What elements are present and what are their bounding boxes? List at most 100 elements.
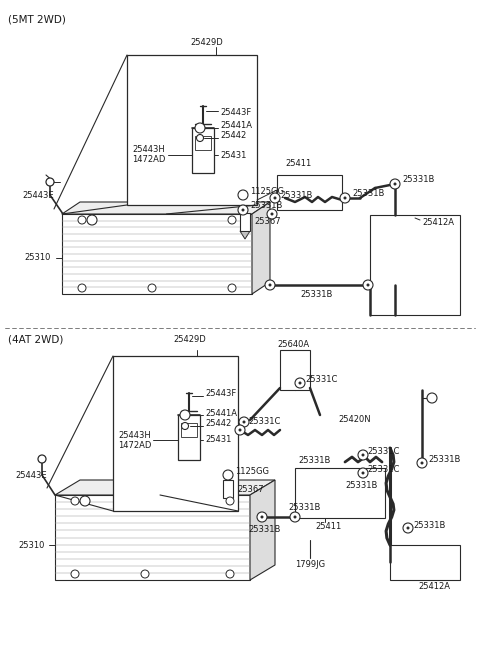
- Circle shape: [407, 527, 409, 529]
- Polygon shape: [55, 495, 250, 580]
- Text: 25640A: 25640A: [277, 340, 309, 349]
- Text: 25331C: 25331C: [367, 447, 399, 457]
- Circle shape: [390, 179, 400, 189]
- Bar: [240, 213, 250, 231]
- Circle shape: [257, 512, 267, 522]
- Circle shape: [71, 497, 79, 505]
- Bar: [223, 480, 233, 498]
- Text: 25310: 25310: [18, 541, 44, 550]
- Bar: [181, 423, 197, 437]
- Text: 1125GG: 1125GG: [235, 468, 269, 476]
- Circle shape: [299, 382, 301, 384]
- Circle shape: [78, 216, 86, 224]
- Circle shape: [394, 182, 396, 186]
- Circle shape: [238, 190, 248, 200]
- Text: 25443E: 25443E: [22, 190, 54, 199]
- Circle shape: [148, 284, 156, 292]
- Polygon shape: [240, 231, 250, 239]
- Bar: [195, 136, 211, 150]
- Text: 25367: 25367: [254, 218, 281, 226]
- Polygon shape: [250, 480, 275, 580]
- Text: 25443E: 25443E: [15, 470, 47, 480]
- Text: 25443H: 25443H: [132, 146, 165, 155]
- Circle shape: [293, 516, 297, 518]
- Circle shape: [226, 497, 234, 505]
- Circle shape: [228, 216, 236, 224]
- Circle shape: [226, 570, 234, 578]
- Circle shape: [367, 283, 370, 287]
- Circle shape: [340, 193, 350, 203]
- Text: 25412A: 25412A: [418, 582, 450, 591]
- Polygon shape: [62, 202, 270, 214]
- Circle shape: [417, 458, 427, 468]
- Circle shape: [403, 523, 413, 533]
- Text: 25331B: 25331B: [248, 525, 280, 535]
- Text: 25442: 25442: [205, 419, 231, 428]
- Polygon shape: [55, 480, 275, 495]
- Text: 25441A: 25441A: [205, 409, 237, 417]
- Bar: [370, 215, 460, 315]
- Text: 25429D: 25429D: [190, 38, 223, 47]
- Circle shape: [295, 378, 305, 388]
- Text: 25331B: 25331B: [288, 504, 320, 512]
- Polygon shape: [223, 498, 233, 506]
- Circle shape: [290, 512, 300, 522]
- Text: 25331C: 25331C: [305, 375, 337, 384]
- Text: 25331B: 25331B: [298, 456, 330, 465]
- Circle shape: [270, 193, 280, 203]
- Circle shape: [358, 450, 368, 460]
- Circle shape: [141, 570, 149, 578]
- Text: 25331B: 25331B: [280, 192, 312, 201]
- Circle shape: [420, 462, 423, 464]
- Text: 25420N: 25420N: [338, 415, 371, 424]
- Text: 25331B: 25331B: [300, 290, 332, 299]
- Text: 25441A: 25441A: [220, 121, 252, 131]
- Circle shape: [78, 284, 86, 292]
- Circle shape: [228, 284, 236, 292]
- Circle shape: [361, 472, 364, 474]
- Circle shape: [261, 516, 264, 518]
- Text: (5MT 2WD): (5MT 2WD): [8, 14, 66, 24]
- Text: 25331B: 25331B: [428, 455, 460, 464]
- Circle shape: [38, 455, 46, 463]
- Text: 1472AD: 1472AD: [118, 440, 151, 449]
- Text: 25431: 25431: [220, 150, 246, 159]
- Polygon shape: [252, 202, 270, 294]
- Text: 25411: 25411: [285, 159, 311, 168]
- Text: 25411: 25411: [315, 522, 341, 531]
- Circle shape: [271, 213, 274, 216]
- Circle shape: [241, 209, 244, 211]
- Text: 25331B: 25331B: [413, 520, 445, 529]
- Text: 25431: 25431: [205, 436, 231, 445]
- Bar: [192, 128, 214, 173]
- Text: 25331B: 25331B: [352, 190, 384, 199]
- Text: 25331C: 25331C: [367, 466, 399, 474]
- Circle shape: [239, 417, 249, 427]
- Circle shape: [267, 209, 277, 219]
- Bar: [127, 55, 257, 205]
- Circle shape: [46, 178, 54, 186]
- Text: (4AT 2WD): (4AT 2WD): [8, 334, 63, 344]
- Circle shape: [427, 393, 437, 403]
- Text: 25367: 25367: [237, 485, 264, 495]
- Text: 25443F: 25443F: [220, 108, 251, 117]
- Circle shape: [268, 283, 272, 287]
- Circle shape: [87, 215, 97, 225]
- Text: 25331B: 25331B: [402, 176, 434, 184]
- Polygon shape: [62, 214, 252, 294]
- Circle shape: [344, 197, 347, 199]
- Circle shape: [80, 496, 90, 506]
- Text: 25442: 25442: [220, 131, 246, 140]
- Circle shape: [238, 205, 248, 215]
- Bar: [280, 350, 310, 390]
- Circle shape: [223, 470, 233, 480]
- Circle shape: [274, 197, 276, 199]
- Circle shape: [180, 410, 190, 420]
- Circle shape: [181, 422, 189, 430]
- Circle shape: [71, 570, 79, 578]
- Circle shape: [239, 428, 241, 432]
- Text: 1799JG: 1799JG: [295, 560, 325, 569]
- Text: 25429D: 25429D: [173, 335, 206, 344]
- Circle shape: [361, 453, 364, 457]
- Circle shape: [196, 134, 204, 142]
